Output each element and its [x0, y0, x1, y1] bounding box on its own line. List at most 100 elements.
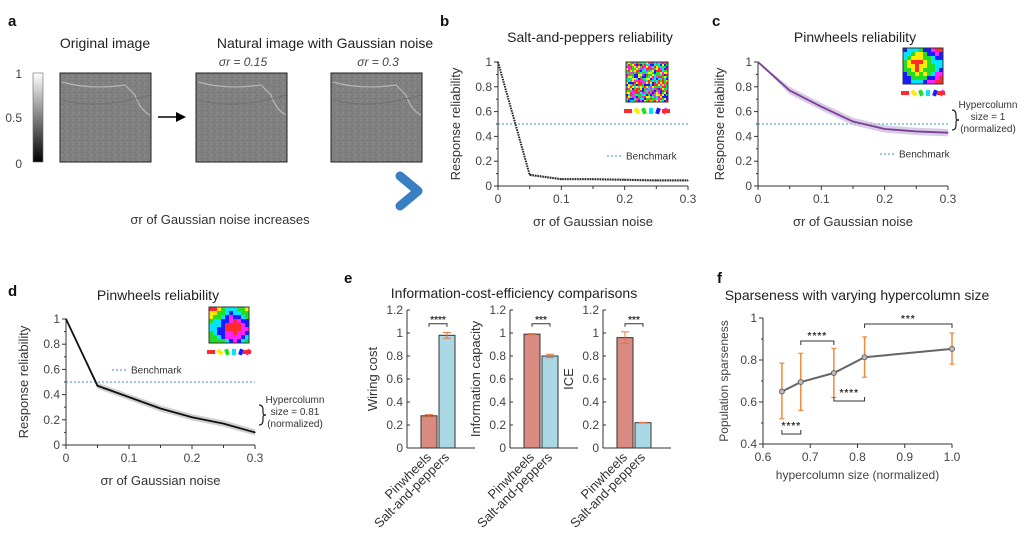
map-cell: [658, 92, 660, 94]
data-point: [830, 370, 837, 377]
map-cell: [632, 66, 634, 68]
map-cell: [636, 74, 638, 76]
map-cell: [919, 80, 923, 84]
benchmark-legend-label: Benchmark: [626, 152, 678, 163]
map-cell: [225, 319, 229, 323]
y-tick-label: 0.6: [735, 105, 752, 119]
map-cell: [666, 84, 668, 86]
map-cell: [225, 307, 229, 311]
map-cell: [642, 94, 644, 96]
map-cell: [209, 311, 213, 315]
map-cell: [626, 94, 628, 96]
map-cell: [939, 76, 943, 80]
x-tick-label: 0: [63, 451, 70, 465]
map-cell: [640, 64, 642, 66]
map-cell: [662, 76, 664, 78]
map-cell: [919, 48, 923, 52]
map-cell: [927, 48, 931, 52]
map-cell: [927, 60, 931, 64]
map-cell: [915, 60, 919, 64]
map-cell: [919, 64, 923, 68]
map-cell: [654, 64, 656, 66]
map-cell: [652, 80, 654, 82]
map-cell: [652, 84, 654, 86]
map-cell: [648, 80, 650, 82]
map-cell: [652, 68, 654, 70]
legend-tick: [238, 348, 244, 356]
map-cell: [927, 76, 931, 80]
map-cell: [650, 84, 652, 86]
map-cell: [630, 64, 632, 66]
map-cell: [638, 74, 640, 76]
x-tick-label: 0.3: [247, 451, 264, 465]
map-cell: [903, 76, 907, 80]
map-cell: [658, 72, 660, 74]
map-cell: [217, 315, 221, 319]
map-cell: [237, 319, 241, 323]
map-cell: [642, 70, 644, 72]
map-cell: [209, 319, 213, 323]
map-cell: [634, 72, 636, 74]
map-cell: [632, 72, 634, 74]
map-cell: [648, 74, 650, 76]
map-cell: [666, 70, 668, 72]
y-tick-label: 0.6: [740, 395, 757, 409]
map-cell: [923, 68, 927, 72]
map-cell: [636, 90, 638, 92]
map-cell: [919, 76, 923, 80]
map-cell: [632, 62, 634, 64]
map-cell: [652, 100, 654, 102]
map-cell: [229, 323, 233, 327]
map-cell: [642, 100, 644, 102]
map-cell: [650, 80, 652, 82]
map-cell: [650, 94, 652, 96]
map-cell: [907, 48, 911, 52]
map-cell: [644, 72, 646, 74]
map-cell: [642, 64, 644, 66]
y-axis-label: Response reliability: [448, 67, 463, 180]
map-cell: [638, 68, 640, 70]
map-cell: [648, 98, 650, 100]
map-cell: [634, 70, 636, 72]
map-cell: [646, 78, 648, 80]
y-tick-label: 0.2: [386, 418, 403, 432]
map-cell: [660, 88, 662, 90]
map-cell: [658, 82, 660, 84]
map-cell: [628, 94, 630, 96]
map-cell: [632, 82, 634, 84]
map-cell: [213, 307, 217, 311]
map-cell: [628, 96, 630, 98]
y-axis-label: Information capacity: [468, 320, 483, 437]
map-cell: [225, 335, 229, 339]
map-cell: [654, 80, 656, 82]
x-tick-label: 0.2: [616, 192, 633, 206]
map-cell: [939, 64, 943, 68]
map-cell: [209, 339, 213, 343]
map-cell: [662, 98, 664, 100]
map-cell: [634, 74, 636, 76]
map-cell: [628, 80, 630, 82]
map-cell: [662, 78, 664, 80]
map-cell: [221, 327, 225, 331]
legend-tick: [918, 89, 924, 97]
y-tick-label: 0.8: [489, 349, 506, 363]
panel-letter-e: e: [344, 270, 352, 287]
map-cell: [644, 84, 646, 86]
significance-stars: ****: [430, 315, 446, 326]
map-cell: [656, 90, 658, 92]
map-cell: [245, 327, 249, 331]
inset-border: [902, 47, 944, 85]
map-cell: [654, 78, 656, 80]
map-cell: [626, 98, 628, 100]
map-cell: [626, 64, 628, 66]
map-cell: [660, 96, 662, 98]
map-cell: [642, 82, 644, 84]
map-cell: [927, 80, 931, 84]
map-cell: [907, 60, 911, 64]
map-cell: [662, 96, 664, 98]
map-cell: [221, 311, 225, 315]
map-cell: [931, 60, 935, 64]
map-cell: [660, 94, 662, 96]
map-cell: [237, 323, 241, 327]
map-cell: [241, 311, 245, 315]
